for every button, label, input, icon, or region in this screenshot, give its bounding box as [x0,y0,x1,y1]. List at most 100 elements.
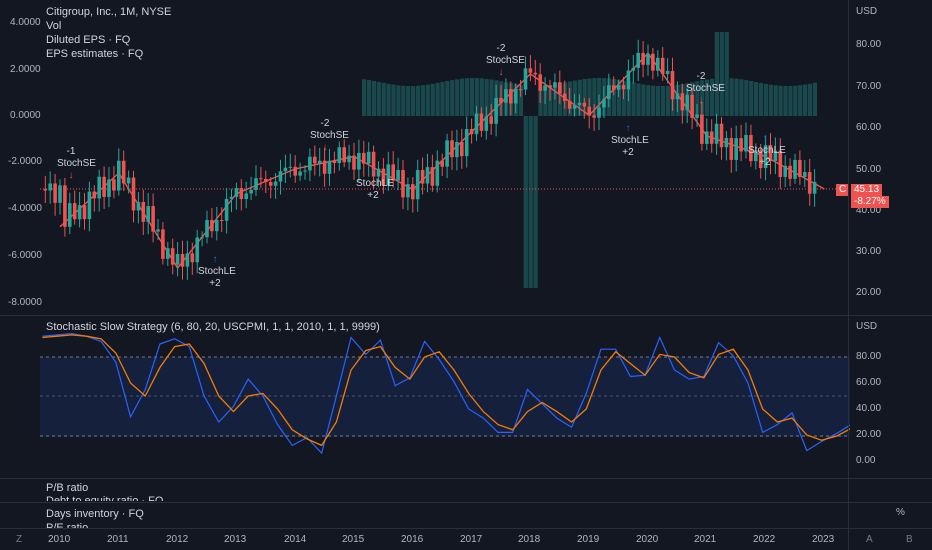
candle-body [244,193,248,199]
candle-body [616,85,621,90]
diluted-eps-label[interactable]: Diluted EPS · FQ [46,34,131,46]
candle-body [548,85,552,88]
symbol-title[interactable]: Citigroup, Inc., 1M, NYSE [46,6,172,18]
candle-body [729,137,734,160]
candle-body [396,170,400,181]
signal-name: StochLE [748,145,786,156]
candle-body [793,159,797,179]
candle-body [215,220,219,232]
candle-body [734,138,738,160]
candle-body [533,72,538,75]
stoch-d-line [42,334,850,447]
auto-scale-icon[interactable]: A [866,534,873,545]
zoom-icon[interactable]: Z [16,534,23,545]
candle-body [112,179,116,191]
candle-body [146,206,150,222]
price-axis-tick: 40.00 [856,205,882,216]
left-axis-tick: -4.0000 [8,203,42,214]
eps-bar [695,81,700,116]
price-axis-tick: 30.00 [856,246,882,257]
time-tick: 2013 [224,534,247,545]
eps-bar [778,85,783,116]
candle-body [469,129,474,135]
candle-body [313,156,317,164]
signal-long-3: ↑ StochLE +2 [611,123,649,159]
volume-indicator-label[interactable]: Vol [46,20,62,32]
candle-body [268,182,273,186]
candle-body [812,181,817,194]
candle-body [440,160,444,167]
candle-body [749,134,753,162]
pane-divider[interactable] [0,502,932,503]
eps-bar [798,85,803,116]
candle-body [479,113,484,131]
price-chart[interactable] [0,0,850,315]
candle-body [700,114,704,144]
eps-bar [415,85,421,116]
candle-body [175,253,180,265]
candle-body [651,53,655,71]
time-axis[interactable]: 2010 2011 2012 2013 2014 2015 2016 2017 … [0,530,932,550]
pane-divider[interactable] [0,315,932,316]
signal-qty: +2 [622,147,634,158]
pane-divider[interactable] [0,478,932,479]
debt-equity-label[interactable]: Debt to equity ratio · FQ [46,495,164,501]
candle-body [523,68,528,90]
candle-body [332,160,337,164]
eps-bar [386,83,391,116]
candle-body [435,160,440,186]
candle-body [763,145,768,168]
candle-body [807,172,812,194]
candle-body [205,219,209,238]
eps-bar [582,78,587,116]
signal-qty: +2 [759,157,771,168]
pb-ratio-label[interactable]: P/B ratio [46,482,89,494]
candle-body [724,137,729,148]
signal-name: StochSE [686,83,725,94]
time-tick: 2018 [518,534,541,545]
eps-bar [479,78,484,116]
eps-bar [768,84,773,116]
candle-body [758,150,763,168]
time-tick: 2015 [342,534,365,545]
candle-body [362,152,366,164]
candle-body [513,89,518,104]
price-axis-tick: 20.00 [856,287,882,298]
candle-body [48,183,52,191]
candle-body [675,93,680,100]
eps-bar [631,82,636,116]
eps-bar [553,84,558,116]
candle-body [141,202,146,222]
candle-body [798,159,802,177]
eps-bar [788,85,793,116]
candle-body [239,188,244,199]
candle-body [773,150,778,162]
eps-bar [763,83,768,116]
candle-body [87,191,92,220]
candle-body [200,237,204,239]
signal-qty: -2 [696,71,706,82]
candle-body [102,176,106,197]
eps-bar [523,116,528,288]
eps-bar [660,85,666,116]
candle-body [376,168,381,177]
candle-body [249,189,253,194]
candle-body [739,138,743,152]
candle-body [509,89,513,104]
days-inventory-label[interactable]: Days inventory · FQ [46,508,144,520]
time-tick: 2012 [166,534,189,545]
signal-long-4: ↑ StochLE +2 [748,133,786,169]
candle-body [72,203,77,220]
left-axis-tick: -6.0000 [8,250,42,261]
pe-ratio-label[interactable]: P/E ratio [46,522,89,528]
eps-bar [411,85,416,116]
eps-estimates-label[interactable]: EPS estimates · FQ [46,48,144,60]
eps-bar [528,116,533,288]
signal-qty: +2 [367,190,379,201]
eps-bar [729,78,734,116]
stochastic-chart[interactable] [0,316,850,478]
candle-body [126,177,131,184]
candle-body [185,253,190,267]
log-scale-icon[interactable]: B [906,534,913,545]
stochastic-title[interactable]: Stochastic Slow Strategy (6, 80, 20, USC… [46,321,380,333]
